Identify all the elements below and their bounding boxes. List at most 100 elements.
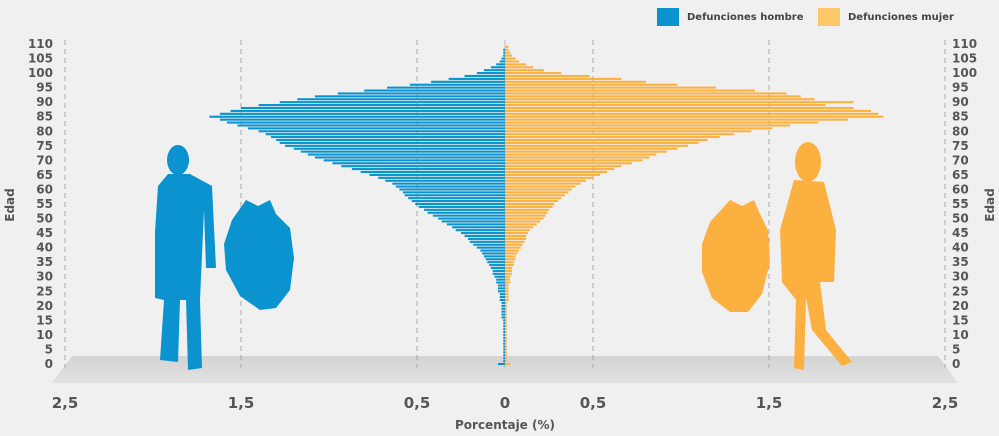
bar-mujer — [505, 92, 787, 95]
bar-mujer — [505, 293, 509, 296]
bar-mujer — [505, 246, 521, 249]
y-tick-label: 15 — [952, 313, 969, 327]
y-tick-label: 40 — [36, 241, 53, 255]
bar-mujer — [505, 138, 708, 142]
bar-hombre — [415, 202, 505, 206]
bar-mujer — [505, 89, 755, 92]
bar-mujer — [505, 339, 507, 342]
bar-hombre — [503, 339, 505, 342]
bar-hombre — [501, 310, 505, 313]
bar-mujer — [505, 130, 752, 133]
bar-mujer — [505, 243, 523, 246]
bar-mujer — [505, 287, 509, 290]
bar-hombre — [503, 342, 505, 345]
y-tick-label: 0 — [952, 357, 960, 371]
bar-mujer — [505, 220, 541, 223]
bar-mujer — [505, 310, 507, 313]
bar-mujer — [505, 127, 773, 130]
x-axis-label: Porcentaje (%) — [455, 418, 555, 432]
bar-hombre — [464, 234, 505, 238]
bar-mujer — [505, 342, 507, 345]
bar-hombre — [337, 92, 505, 95]
bar-hombre — [237, 124, 506, 127]
bar-hombre — [392, 182, 505, 185]
bar-hombre — [209, 115, 505, 118]
grid-lines — [64, 40, 946, 368]
bar-hombre — [279, 101, 505, 104]
bar-hombre — [496, 278, 505, 281]
y-tick-label: 70 — [952, 153, 969, 167]
bar-mujer — [505, 188, 572, 191]
bar-hombre — [501, 316, 505, 319]
bar-hombre — [503, 54, 505, 57]
bar-hombre — [503, 360, 505, 363]
bar-hombre — [285, 144, 505, 147]
y-tick-label: 105 — [28, 52, 53, 66]
bar-hombre — [483, 255, 505, 258]
bar-mujer — [505, 232, 528, 235]
y-tick-label: 55 — [952, 197, 969, 211]
bars-hombre — [209, 48, 506, 366]
y-tick-label: 30 — [36, 270, 53, 284]
bar-hombre — [448, 77, 505, 80]
bar-mujer — [505, 208, 549, 211]
y-tick-label: 75 — [36, 139, 53, 153]
bar-hombre — [279, 141, 505, 144]
bar-hombre — [469, 240, 505, 243]
bar-hombre — [307, 153, 505, 156]
legend-swatch-hombre — [657, 8, 679, 26]
bar-hombre — [487, 261, 505, 264]
bar-mujer — [505, 281, 511, 284]
y-tick-label: 20 — [36, 299, 53, 313]
bar-hombre — [431, 80, 505, 83]
bar-hombre — [503, 330, 505, 334]
bar-hombre — [378, 176, 505, 179]
heart-icon-orange — [702, 200, 770, 312]
bar-hombre — [432, 214, 505, 217]
bar-mujer — [505, 325, 507, 328]
bar-hombre — [399, 188, 505, 191]
bar-mujer — [505, 165, 622, 168]
bar-mujer — [505, 255, 516, 258]
y-tick-label: 95 — [36, 81, 53, 95]
y-tick-label: 75 — [952, 139, 969, 153]
bar-mujer — [505, 63, 527, 66]
bar-mujer — [505, 240, 525, 243]
y-ticks-left: 0510152025303540455055606570758085909510… — [28, 37, 53, 371]
bar-mujer — [505, 278, 511, 281]
y-tick-label: 50 — [36, 212, 53, 226]
bar-mujer — [505, 69, 544, 72]
bar-mujer — [505, 205, 553, 208]
bar-hombre — [332, 162, 505, 165]
bar-hombre — [323, 159, 505, 162]
y-tick-label: 25 — [952, 284, 969, 298]
y-tick-label: 25 — [36, 284, 53, 298]
y-tick-label: 110 — [952, 37, 977, 51]
bar-hombre — [409, 83, 505, 86]
x-ticks: 2,5 1,5 0,5 0 0,5 1,5 2,5 — [52, 394, 959, 412]
bar-hombre — [476, 72, 505, 75]
bar-mujer — [505, 144, 689, 147]
bar-hombre — [496, 281, 505, 284]
bar-mujer — [505, 197, 562, 200]
bar-mujer — [505, 354, 507, 357]
bar-mujer — [505, 200, 558, 203]
bar-hombre — [314, 156, 505, 159]
bar-hombre — [241, 106, 505, 110]
bar-mujer — [505, 121, 819, 124]
bar-hombre — [503, 51, 505, 54]
bar-mujer — [505, 83, 678, 86]
y-tick-label: 100 — [952, 66, 977, 80]
bar-hombre — [276, 138, 505, 142]
y-tick-label: 80 — [36, 124, 53, 138]
bar-hombre — [497, 284, 505, 287]
bar-mujer — [505, 51, 511, 54]
bar-mujer — [505, 176, 593, 179]
bar-mujer — [505, 109, 872, 112]
y-tick-label: 15 — [36, 313, 53, 327]
bar-hombre — [404, 194, 505, 197]
y-tick-label: 35 — [952, 255, 969, 269]
x-tick-label: 1,5 — [228, 394, 255, 412]
bar-hombre — [270, 136, 505, 139]
bar-hombre — [503, 357, 505, 360]
